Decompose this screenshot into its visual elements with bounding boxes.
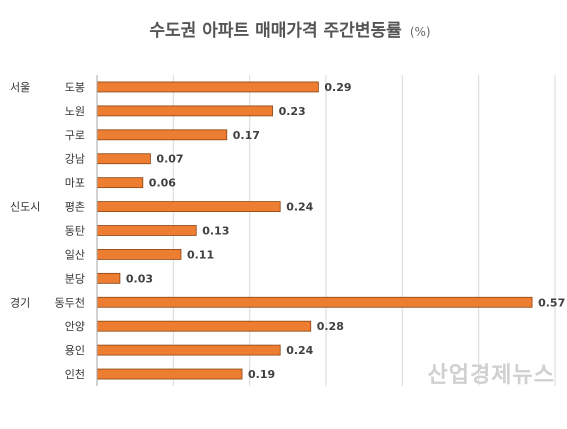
category-label: 분당 bbox=[65, 272, 85, 285]
bars bbox=[96, 81, 533, 380]
chart-title-unit: (%) bbox=[410, 25, 431, 39]
value-label: 0.13 bbox=[202, 225, 229, 238]
category-label: 동두천 bbox=[55, 295, 85, 309]
value-label: 0.29 bbox=[324, 81, 351, 94]
category-label: 인천 bbox=[65, 367, 85, 381]
bar-안양 bbox=[96, 320, 312, 332]
group-label: 경기 bbox=[10, 296, 30, 309]
value-label: 0.03 bbox=[126, 272, 153, 285]
category-label: 평촌 bbox=[65, 201, 85, 214]
value-labels: 0.29 0.23 0.17 0.07 0.06 0.24 0.13 0.11 0.03 0.57… bbox=[126, 81, 565, 381]
category-label: 용인 bbox=[65, 344, 85, 357]
gridlines bbox=[172, 75, 556, 386]
chart-title-main: 수도권 아파트 매매가격 주간변동률 bbox=[149, 21, 402, 41]
bar-분당 bbox=[96, 272, 121, 284]
category-label: 구로 bbox=[65, 129, 85, 142]
chart-title: 수도권 아파트 매매가격 주간변동률 (%) bbox=[149, 21, 430, 41]
watermark: 산업경제뉴스 bbox=[428, 363, 555, 388]
group-label: 신도시 bbox=[10, 201, 40, 214]
category-label: 안양 bbox=[65, 320, 85, 333]
value-label: 0.24 bbox=[286, 344, 313, 357]
value-label: 0.06 bbox=[149, 177, 176, 190]
category-label: 노원 bbox=[65, 105, 85, 118]
value-label: 0.24 bbox=[286, 201, 313, 214]
bar-노원 bbox=[96, 105, 273, 117]
bar-도봉 bbox=[96, 81, 319, 93]
category-label: 강남 bbox=[65, 153, 85, 166]
bar-인천 bbox=[96, 368, 243, 380]
group-label: 서울 bbox=[10, 81, 30, 94]
bar-동탄 bbox=[96, 225, 197, 236]
value-label: 0.57 bbox=[538, 296, 565, 309]
bar-마포 bbox=[96, 177, 144, 189]
category-label: 일산 bbox=[65, 247, 85, 261]
value-label: 0.19 bbox=[248, 368, 275, 381]
value-label: 0.17 bbox=[233, 129, 260, 142]
category-label: 도봉 bbox=[65, 81, 85, 94]
bar-평촌 bbox=[96, 201, 281, 212]
bar-구로 bbox=[96, 129, 228, 141]
bar-일산 bbox=[96, 249, 182, 260]
value-label: 0.07 bbox=[156, 153, 183, 166]
bar-용인 bbox=[96, 344, 281, 356]
value-label: 0.28 bbox=[317, 320, 344, 333]
category-label: 동탄 bbox=[65, 225, 85, 238]
category-label: 마포 bbox=[65, 177, 85, 190]
value-label: 0.11 bbox=[187, 248, 214, 261]
value-label: 0.23 bbox=[279, 105, 306, 118]
bar-동두천 bbox=[96, 296, 533, 308]
bar-강남 bbox=[96, 153, 151, 165]
